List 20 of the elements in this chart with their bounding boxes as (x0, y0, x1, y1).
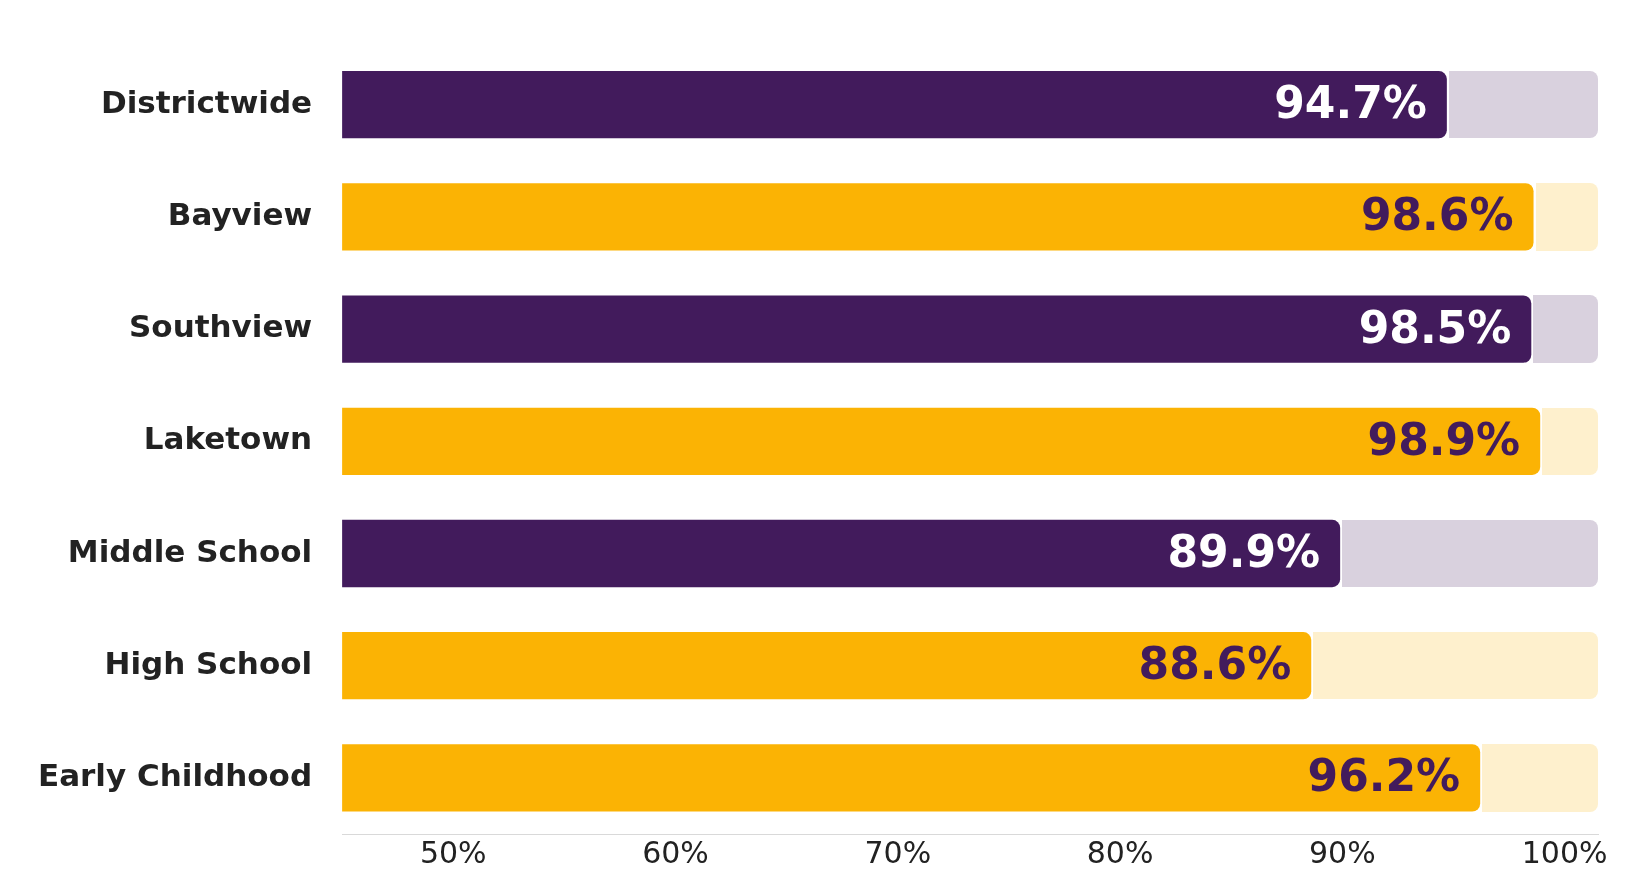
x-tick-label: 60% (642, 834, 709, 870)
y-tick-label: Districtwide (100, 83, 313, 120)
y-tick-label: Middle School (67, 532, 313, 569)
x-tick-label: 50% (419, 834, 487, 870)
y-tick-label: Southview (129, 308, 313, 345)
data-label: 96.2% (1307, 750, 1461, 802)
x-tick-label: 100% (1521, 834, 1608, 870)
x-tick-label: 80% (1086, 834, 1154, 870)
y-tick-label: Laketown (143, 420, 313, 457)
y-tick-label: High School (104, 644, 313, 681)
y-tick-label: Early Childhood (37, 756, 313, 793)
x-tick-label: 90% (1309, 834, 1376, 870)
data-label: 98.5% (1358, 301, 1512, 353)
data-label: 98.9% (1367, 413, 1521, 465)
data-label: 89.9% (1167, 525, 1321, 577)
data-label: 94.7% (1274, 77, 1427, 129)
data-label: 88.6% (1138, 638, 1292, 690)
x-tick-label: 70% (864, 834, 932, 870)
data-label: 98.6% (1360, 189, 1514, 241)
y-tick-label: Bayview (167, 195, 313, 232)
